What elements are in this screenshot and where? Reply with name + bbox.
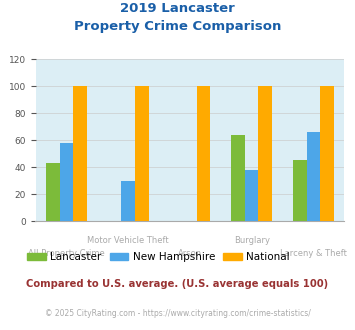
Bar bbox=[245, 170, 258, 221]
Bar bbox=[73, 86, 87, 221]
Bar bbox=[258, 86, 272, 221]
Bar bbox=[231, 135, 245, 221]
Legend: Lancaster, New Hampshire, National: Lancaster, New Hampshire, National bbox=[23, 248, 294, 266]
Bar bbox=[60, 143, 73, 221]
Text: Motor Vehicle Theft: Motor Vehicle Theft bbox=[87, 236, 169, 245]
Bar bbox=[307, 132, 320, 221]
Text: © 2025 CityRating.com - https://www.cityrating.com/crime-statistics/: © 2025 CityRating.com - https://www.city… bbox=[45, 309, 310, 317]
Bar bbox=[135, 86, 148, 221]
Text: 2019 Lancaster: 2019 Lancaster bbox=[120, 2, 235, 15]
Text: Larceny & Theft: Larceny & Theft bbox=[280, 249, 347, 258]
Text: Arson: Arson bbox=[178, 249, 202, 258]
Text: All Property Crime: All Property Crime bbox=[28, 249, 105, 258]
Bar bbox=[320, 86, 334, 221]
Bar bbox=[197, 86, 210, 221]
Bar bbox=[46, 163, 60, 221]
Text: Property Crime Comparison: Property Crime Comparison bbox=[74, 20, 281, 33]
Bar bbox=[121, 181, 135, 221]
Text: Compared to U.S. average. (U.S. average equals 100): Compared to U.S. average. (U.S. average … bbox=[26, 279, 329, 289]
Bar bbox=[293, 160, 307, 221]
Text: Burglary: Burglary bbox=[234, 236, 270, 245]
